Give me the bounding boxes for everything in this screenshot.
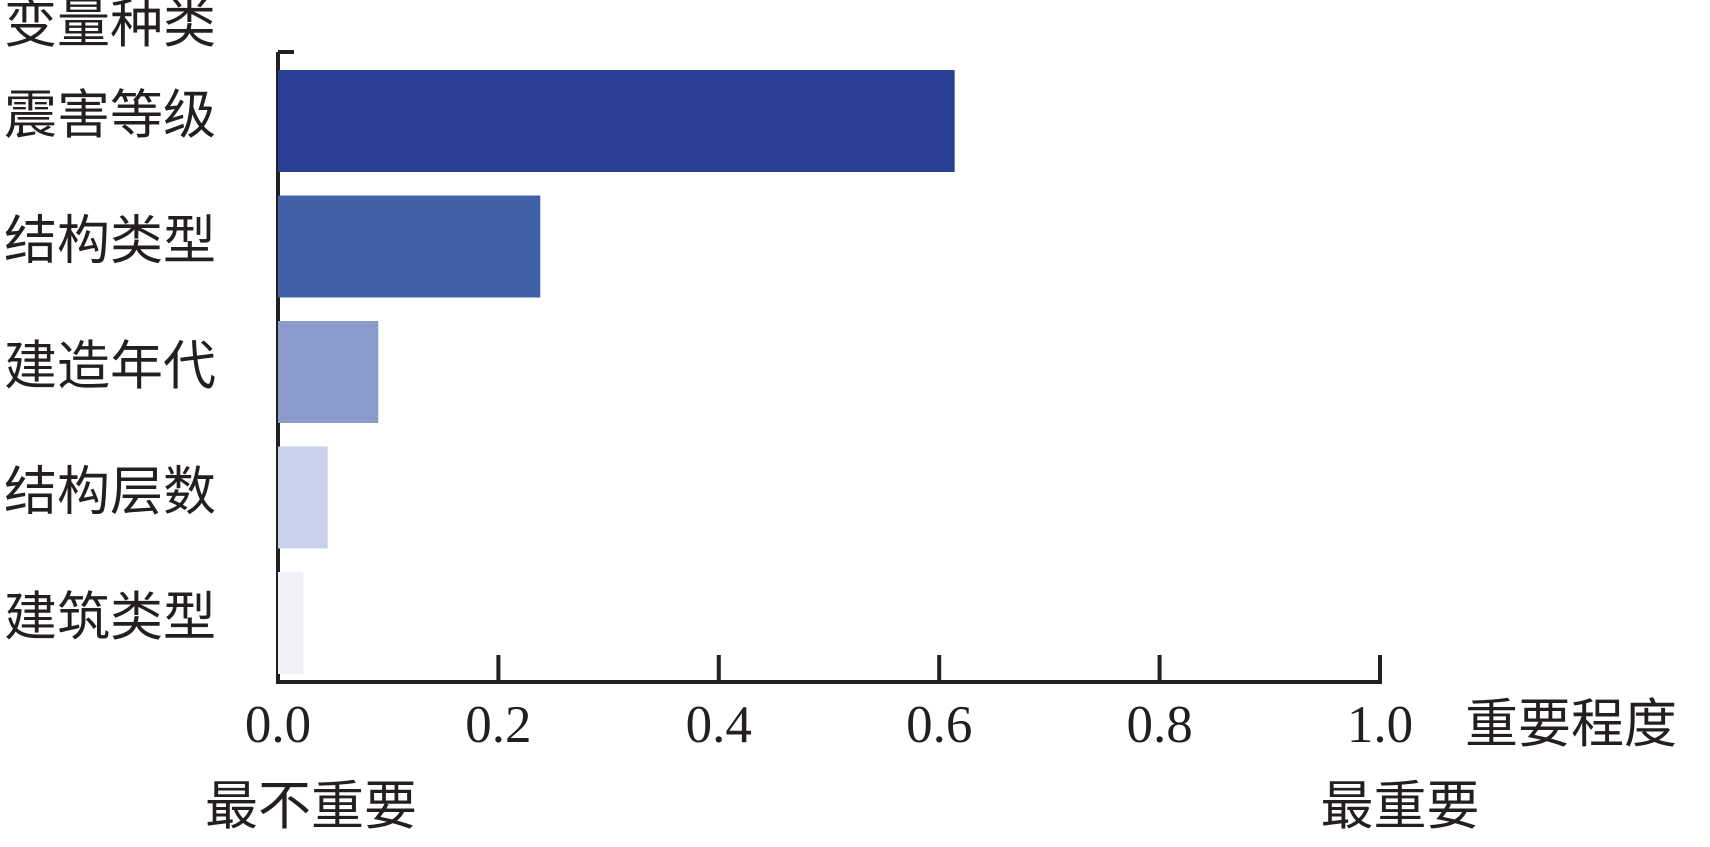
x-tick-label: 0.8	[1126, 696, 1192, 754]
x-tick-label: 0.2	[465, 696, 531, 754]
bar	[278, 321, 379, 423]
y-tick-label: 震害等级	[4, 87, 216, 145]
bar	[278, 446, 328, 549]
x-tick-label: 1.0	[1347, 696, 1413, 754]
bar	[278, 70, 955, 172]
x-axis-label: 重要程度	[1465, 696, 1677, 754]
bar	[278, 572, 304, 674]
y-tick-label: 结构层数	[4, 464, 216, 522]
annotation: 最重要	[1321, 778, 1480, 836]
x-tick-label: 0.4	[686, 696, 752, 754]
y-axis-label: 变量种类	[4, 0, 216, 54]
y-tick-label: 建造年代	[4, 338, 216, 396]
annotation: 最不重要	[205, 778, 417, 836]
bar	[278, 195, 541, 298]
y-tick-label: 建筑类型	[4, 589, 216, 647]
x-tick-label: 0.6	[906, 696, 972, 754]
y-tick-label: 结构类型	[4, 213, 216, 271]
x-tick-label: 0.0	[245, 696, 311, 754]
